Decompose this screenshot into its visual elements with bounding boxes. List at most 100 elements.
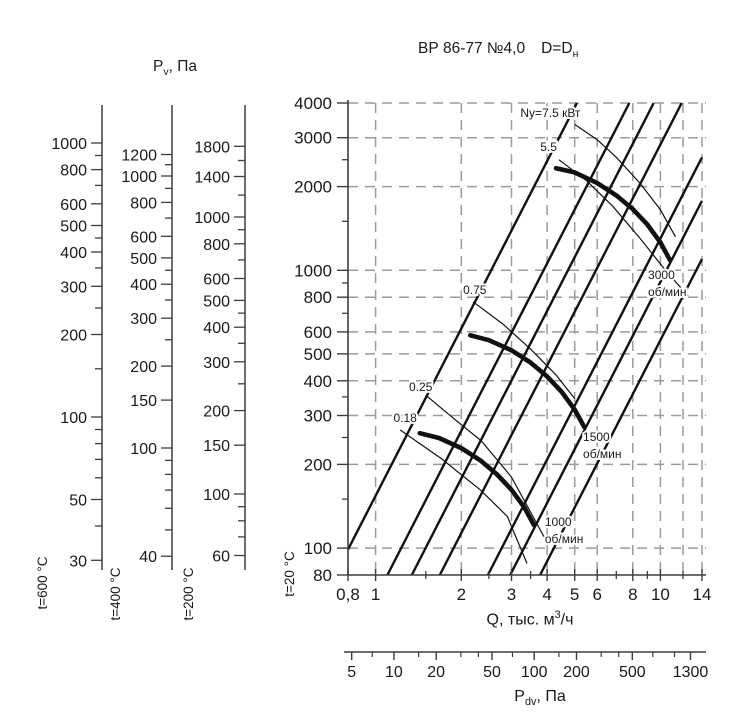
y-tick-label: 500: [304, 345, 332, 364]
power-curve-0.25: [425, 394, 545, 537]
pdv-tick-label: 200: [563, 664, 590, 681]
x-tick-label: 3: [507, 585, 516, 604]
aux-tick-label: 200: [203, 404, 230, 421]
aux-tick-label: 300: [130, 311, 157, 328]
pdv-tick-label: 100: [521, 664, 548, 681]
chart-title-model: ВР 86-77 №4,0: [418, 40, 526, 57]
aux-tick-label: 150: [203, 438, 230, 455]
network-line: [539, 258, 704, 576]
aux-tick-label: 400: [60, 245, 87, 262]
aux-tick-label: 500: [130, 251, 157, 268]
aux-tick-label: 200: [60, 328, 87, 345]
y-tick-label: 800: [304, 288, 332, 307]
network-line: [438, 102, 683, 576]
rpm-label: 1000: [545, 515, 572, 529]
power-label: 0.18: [393, 411, 417, 425]
aux-tick-label: 1800: [194, 139, 230, 156]
aux-tick-label: 100: [60, 410, 87, 427]
y-tick-label: 2000: [294, 178, 332, 197]
power-label: 5.5: [540, 140, 557, 154]
power-curve-0.75: [472, 301, 576, 399]
y-tick-label: 3000: [294, 129, 332, 148]
x-tick-label: 6: [592, 585, 601, 604]
fan-curve-1500: [468, 333, 587, 430]
aux-tick-label: 100: [130, 441, 157, 458]
power-label: 0.75: [463, 283, 487, 297]
aux-tick-label: 800: [130, 195, 157, 212]
pdv-tick-label: 50: [483, 664, 501, 681]
aux-tick-label: 30: [69, 553, 87, 570]
chart-title-diameter-sub: н: [572, 48, 579, 61]
rpm-label: 3000: [648, 268, 675, 282]
aux-tick-label: 300: [60, 279, 87, 296]
x-tick-label: 10: [651, 585, 670, 604]
x-tick-label: 0,8: [336, 585, 360, 604]
pdv-axis-title: Pdv, Па: [514, 688, 566, 709]
rpm-label-unit: об/мин: [545, 532, 583, 546]
aux-tick-label: 400: [203, 320, 230, 337]
x-tick-label: 8: [628, 585, 637, 604]
aux-tick-label: 600: [60, 197, 87, 214]
pdv-tick-label: 500: [619, 664, 646, 681]
chart-title: ВР 86-77 №4,0 D=Dн: [418, 40, 578, 60]
pdv-tick-label: 20: [427, 664, 445, 681]
aux-tick-label: 1400: [194, 170, 230, 187]
aux-tick-label: 800: [203, 237, 230, 254]
y-tick-label: 600: [304, 323, 332, 342]
x-tick-label: 14: [693, 585, 712, 604]
aux-tick-label: 500: [60, 218, 87, 235]
rpm-label-unit: об/мин: [583, 447, 621, 461]
y-tick-label: 4000: [294, 94, 332, 113]
aux-tick-label: 300: [203, 355, 230, 372]
y-tick-label: 80: [313, 566, 332, 585]
network-line: [509, 200, 704, 576]
y-tick-label: 200: [304, 455, 332, 474]
aux-tick-label: 600: [203, 271, 230, 288]
rpm-label-unit: об/мин: [648, 285, 686, 299]
y-tick-label: 100: [304, 539, 332, 558]
temp-label-400: t=400 °C: [108, 567, 123, 621]
pdv-tick-label: 5: [347, 664, 356, 681]
aux-tick-label: 400: [130, 277, 157, 294]
power-label: Nу=7.5 кВт: [520, 106, 581, 120]
fan-curve-1000: [417, 430, 537, 528]
aux-tick-label: 600: [130, 229, 157, 246]
y-tick-label: 1000: [294, 261, 332, 280]
aux-tick-label: 1200: [121, 147, 157, 164]
power-curve-Nу=7.5 кВт: [574, 123, 677, 238]
chart-title-diameter: D=D: [541, 40, 573, 57]
aux-tick-label: 150: [130, 393, 157, 410]
q-axis-title: Q, тыс. м3/ч: [486, 609, 574, 629]
temp-label-20: t=20 °C: [282, 551, 297, 597]
aux-tick-label: 1000: [51, 136, 87, 153]
aux-tick-label: 200: [130, 359, 157, 376]
x-tick-label: 1: [371, 585, 380, 604]
fan-curve-3000: [553, 165, 673, 263]
aux-tick-label: 1000: [194, 210, 230, 227]
pdv-tick-label: 1300: [673, 664, 709, 681]
temp-label-200: t=200 °C: [181, 567, 196, 621]
x-tick-label: 5: [570, 585, 579, 604]
pv-axis-title: Pv, Па: [153, 58, 197, 79]
y-tick-label: 400: [304, 372, 332, 391]
power-label: 0.25: [409, 380, 433, 394]
aux-tick-label: 100: [203, 487, 230, 504]
aux-tick-label: 500: [203, 293, 230, 310]
network-line: [410, 102, 655, 576]
rpm-label: 1500: [583, 430, 610, 444]
x-tick-label: 4: [542, 585, 551, 604]
network-line: [386, 102, 631, 576]
aux-tick-label: 40: [139, 549, 157, 566]
power-curve-0.18: [399, 429, 528, 564]
x-tick-label: 2: [457, 585, 466, 604]
pdv-tick-label: 10: [385, 664, 403, 681]
temp-label-600: t=600 °C: [35, 556, 50, 610]
aux-tick-label: 1000: [121, 169, 157, 186]
aux-tick-label: 60: [212, 548, 230, 565]
y-tick-label: 300: [304, 407, 332, 426]
aux-tick-label: 50: [69, 492, 87, 509]
aux-tick-label: 800: [60, 163, 87, 180]
network-line: [346, 102, 578, 551]
